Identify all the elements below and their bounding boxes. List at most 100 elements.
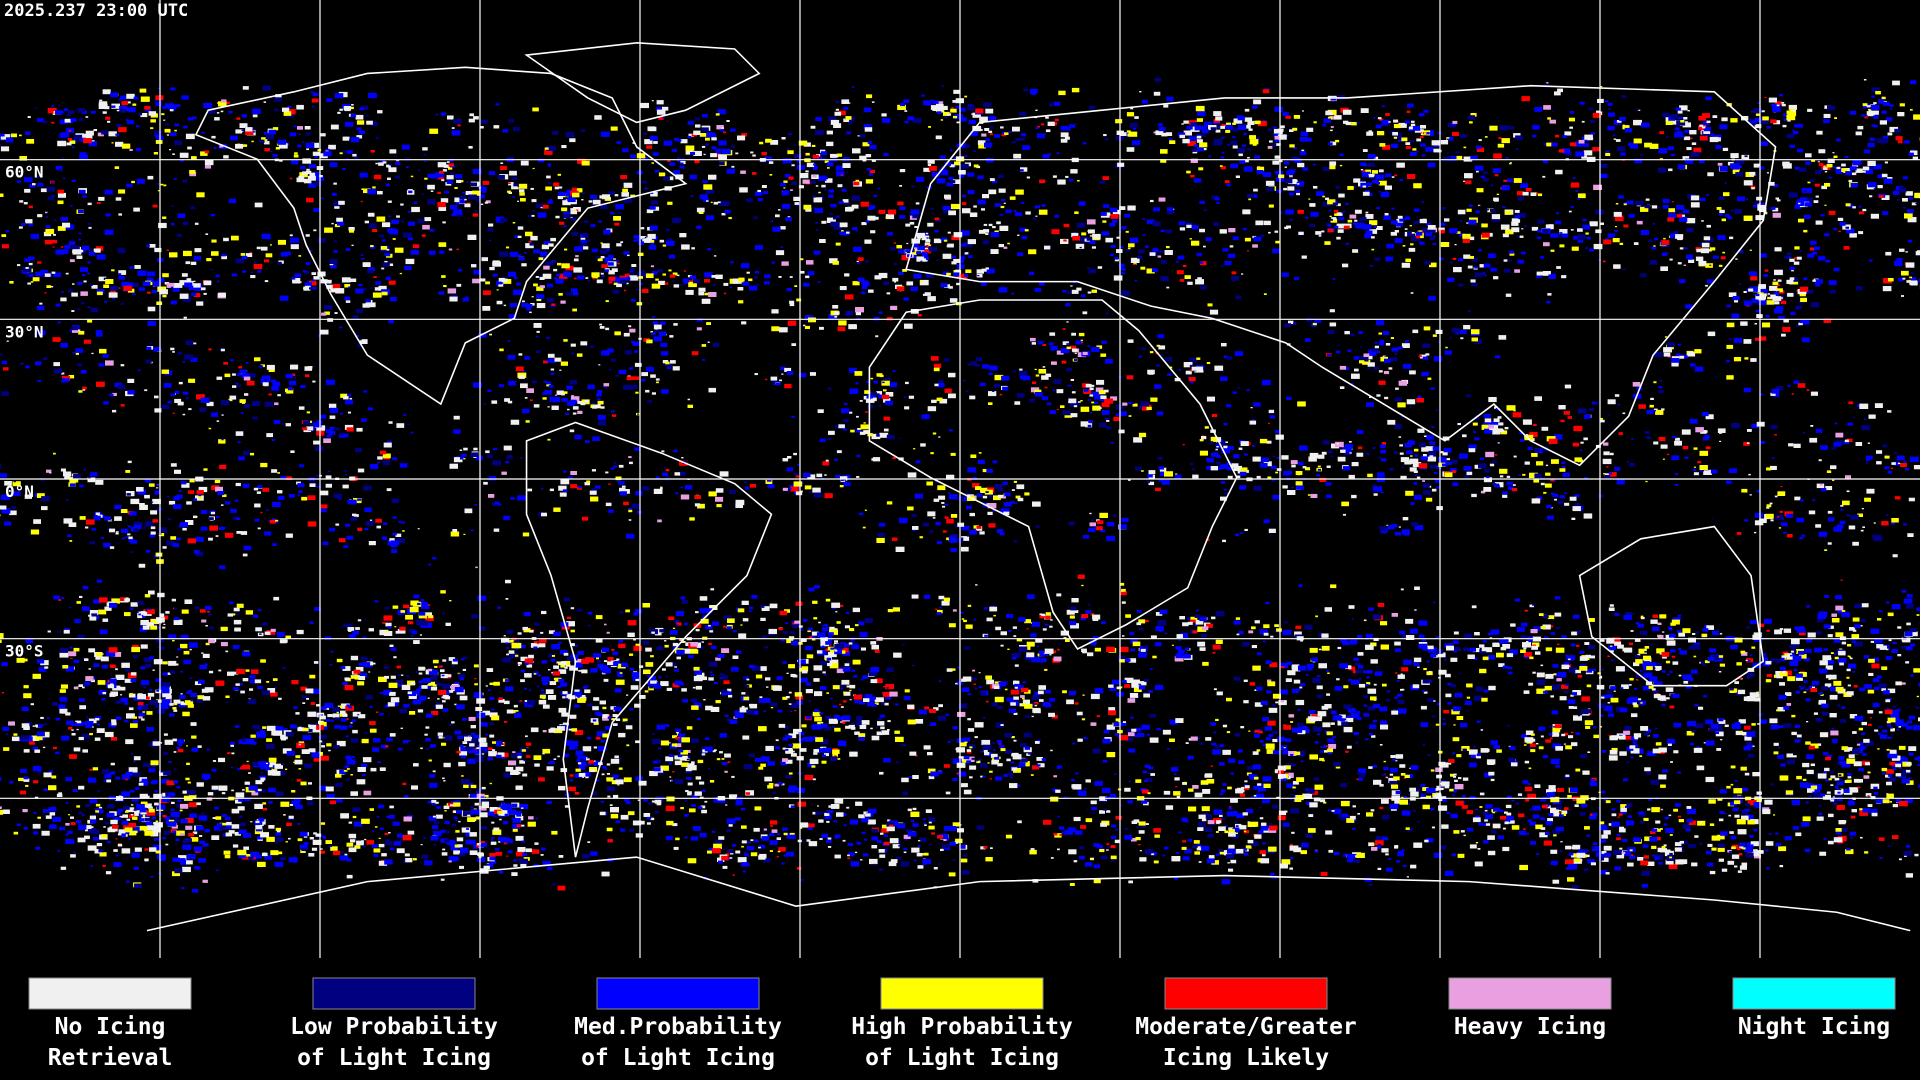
- icing-pixel: [721, 213, 726, 216]
- icing-pixel: [584, 399, 589, 403]
- icing-pixel: [873, 216, 879, 220]
- icing-pixel: [103, 277, 108, 280]
- icing-pixel: [1225, 124, 1233, 130]
- icing-pixel: [245, 127, 253, 132]
- icing-pixel: [596, 279, 603, 284]
- icing-pixel: [1908, 152, 1914, 156]
- icing-pixel: [1608, 472, 1613, 475]
- icing-pixel: [948, 492, 951, 494]
- icing-pixel: [1159, 472, 1167, 476]
- icing-pixel: [696, 207, 705, 213]
- icing-pixel: [1368, 173, 1374, 178]
- icing-pixel: [1413, 183, 1422, 189]
- icing-pixel: [1493, 153, 1502, 159]
- icing-pixel: [1807, 108, 1813, 112]
- icing-pixel: [1699, 450, 1709, 456]
- icing-pixel: [1244, 108, 1250, 112]
- icing-pixel: [720, 200, 730, 206]
- icing-pixel: [1776, 288, 1783, 293]
- icing-pixel: [1653, 352, 1663, 358]
- icing-pixel: [1466, 394, 1471, 398]
- icing-pixel: [51, 271, 56, 274]
- icing-pixel: [912, 529, 916, 531]
- icing-pixel: [1089, 394, 1094, 397]
- icing-pixel: [228, 198, 237, 204]
- icing-pixel: [189, 172, 197, 177]
- icing-pixel: [1797, 148, 1803, 153]
- icing-pixel: [1053, 379, 1062, 384]
- icing-pixel: [133, 521, 143, 528]
- icing-pixel: [1091, 401, 1095, 404]
- icing-pixel: [30, 281, 34, 283]
- icing-pixel: [1768, 97, 1777, 103]
- icing-pixel: [1773, 184, 1779, 187]
- icing-pixel: [64, 475, 71, 479]
- icing-pixel: [290, 244, 299, 250]
- icing-pixel: [1000, 199, 1005, 202]
- icing-pixel: [1035, 374, 1040, 377]
- icing-pixel: [720, 129, 725, 132]
- icing-pixel: [82, 389, 86, 391]
- icing-pixel: [961, 202, 967, 205]
- icing-pixel: [563, 391, 568, 394]
- icing-pixel: [577, 275, 585, 280]
- icing-pixel: [1910, 109, 1913, 111]
- icing-pixel: [589, 345, 595, 349]
- icing-pixel: [1709, 247, 1716, 251]
- icing-pixel: [189, 170, 196, 174]
- icing-pixel: [1852, 160, 1862, 166]
- icing-pixel: [1384, 396, 1389, 400]
- icing-pixel: [1537, 219, 1545, 224]
- icing-pixel: [651, 271, 658, 275]
- icing-pixel: [1225, 129, 1231, 133]
- icing-pixel: [149, 244, 156, 248]
- icing-pixel: [1864, 169, 1873, 175]
- icing-pixel: [900, 103, 905, 107]
- icing-pixel: [1139, 91, 1142, 93]
- icing-pixel: [1117, 162, 1125, 167]
- icing-pixel: [313, 276, 320, 280]
- icing-pixel: [132, 293, 136, 296]
- icing-pixel: [868, 173, 873, 176]
- icing-pixel: [1404, 216, 1411, 220]
- icing-pixel: [548, 358, 556, 363]
- icing-pixel: [188, 285, 198, 291]
- icing-pixel: [940, 170, 949, 176]
- icing-pixel: [1484, 136, 1488, 138]
- icing-pixel: [648, 245, 657, 250]
- icing-pixel: [708, 292, 717, 297]
- icing-pixel: [69, 329, 75, 332]
- icing-pixel: [263, 101, 267, 103]
- icing-pixel: [162, 546, 167, 549]
- icing-pixel: [1428, 130, 1435, 134]
- icing-pixel: [95, 479, 104, 485]
- icing-pixel: [1284, 166, 1287, 168]
- icing-pixel: [166, 249, 169, 251]
- icing-pixel: [1775, 306, 1784, 311]
- icing-pixel: [235, 258, 244, 264]
- icing-pixel: [1535, 497, 1538, 499]
- icing-pixel: [1857, 513, 1863, 517]
- icing-pixel: [1214, 365, 1224, 371]
- icing-pixel: [1330, 141, 1337, 146]
- icing-pixel: [1020, 169, 1024, 172]
- icing-pixel: [1393, 451, 1399, 455]
- icing-pixel: [1726, 360, 1730, 363]
- icing-pixel: [875, 335, 879, 338]
- icing-pixel: [1899, 103, 1905, 107]
- icing-pixel: [1309, 203, 1316, 207]
- icing-pixel: [935, 103, 944, 109]
- icing-pixel: [1066, 290, 1072, 294]
- icing-pixel: [1419, 442, 1427, 447]
- icing-pixel: [520, 383, 528, 389]
- icing-pixel: [289, 132, 297, 137]
- icing-pixel: [1754, 124, 1762, 129]
- icing-pixel: [1509, 163, 1512, 165]
- icing-pixel: [1911, 148, 1915, 151]
- icing-pixel: [1615, 139, 1621, 142]
- icing-pixel: [894, 281, 897, 283]
- icing-pixel: [156, 409, 161, 413]
- icing-pixel: [1614, 230, 1618, 233]
- icing-pixel: [942, 205, 951, 211]
- icing-pixel: [1397, 139, 1402, 142]
